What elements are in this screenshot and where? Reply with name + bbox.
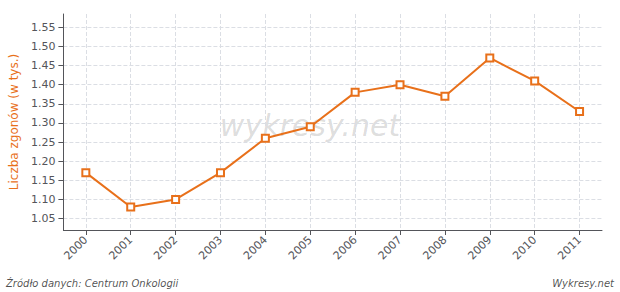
svg-text:1.20: 1.20	[31, 155, 56, 168]
svg-text:2006: 2006	[331, 233, 360, 262]
svg-text:2000: 2000	[61, 233, 90, 262]
svg-text:1.50: 1.50	[31, 40, 56, 53]
svg-text:2007: 2007	[376, 233, 405, 262]
svg-text:1.30: 1.30	[31, 116, 56, 129]
svg-text:2011: 2011	[555, 233, 584, 262]
svg-text:1.55: 1.55	[31, 21, 56, 34]
svg-text:Wykresy.net: Wykresy.net	[552, 278, 615, 289]
svg-text:2008: 2008	[421, 233, 450, 262]
svg-text:Liczba zgonów (w tys.): Liczba zgonów (w tys.)	[7, 54, 21, 190]
svg-text:2010: 2010	[510, 233, 539, 262]
svg-text:1.40: 1.40	[31, 78, 56, 91]
svg-text:wykresy.net: wykresy.net	[219, 107, 401, 143]
svg-text:1.25: 1.25	[31, 136, 56, 149]
svg-text:2002: 2002	[151, 233, 180, 262]
svg-text:2003: 2003	[196, 233, 225, 262]
svg-text:2005: 2005	[286, 233, 315, 262]
svg-text:1.10: 1.10	[31, 193, 56, 206]
svg-text:1.45: 1.45	[31, 59, 56, 72]
svg-text:2004: 2004	[241, 233, 270, 262]
svg-text:Źródło danych: Centrum Onkolog: Źródło danych: Centrum Onkologii	[5, 277, 179, 289]
svg-text:2009: 2009	[465, 233, 494, 262]
svg-text:1.05: 1.05	[31, 212, 56, 225]
svg-text:1.35: 1.35	[31, 97, 56, 110]
svg-text:2001: 2001	[106, 233, 135, 262]
svg-text:1.15: 1.15	[31, 174, 56, 187]
